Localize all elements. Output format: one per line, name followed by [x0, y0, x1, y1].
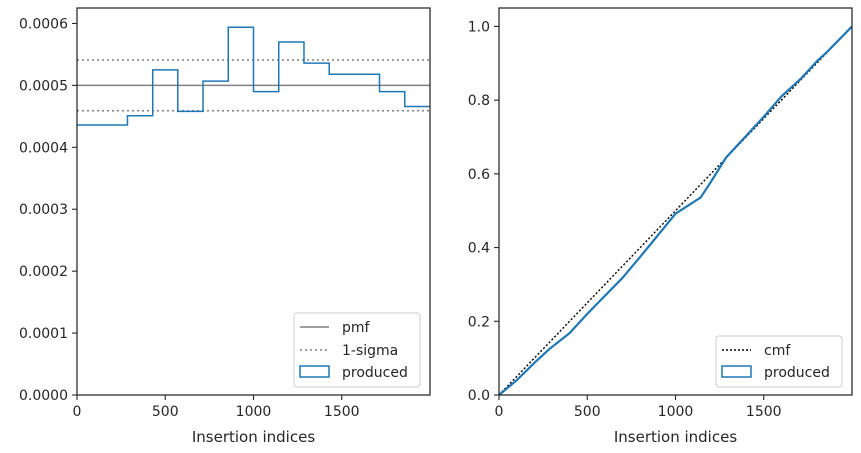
- produced-histogram: [77, 26, 430, 126]
- x-tick-label: 500: [574, 404, 601, 420]
- y-tick-label: 0.0002: [19, 264, 68, 280]
- left-axis-ticks: 0 500 1000 1500 0.0000 0.0001 0.0002 0.0003 0.00…: [19, 16, 360, 420]
- left-x-axis-label: Insertion indices: [192, 428, 315, 446]
- y-tick-label: 0.4: [468, 241, 490, 257]
- y-tick-label: 0.0003: [19, 202, 68, 218]
- x-tick-label: 0: [73, 404, 82, 420]
- x-tick-label: 0: [495, 404, 504, 420]
- x-tick-label: 1000: [236, 404, 272, 420]
- legend-sigma-label: 1-sigma: [342, 343, 398, 359]
- legend-cmf-label: cmf: [764, 343, 791, 359]
- right-chart-panel: 0 500 1000 1500 0.0 0.2 0.4 0.6 0.8 1.0 Insertion…: [468, 7, 853, 446]
- legend-pmf-label: pmf: [342, 320, 371, 336]
- right-plot-area: [499, 8, 852, 395]
- y-tick-label: 0.0005: [19, 78, 68, 94]
- y-tick-label: 0.0001: [19, 326, 68, 342]
- cmf-line: [498, 25, 853, 396]
- y-tick-label: 0.2: [468, 314, 490, 330]
- left-legend: pmf 1-sigma produced: [293, 312, 421, 388]
- x-tick-label: 500: [152, 404, 179, 420]
- legend-produced-label-left: produced: [342, 365, 408, 381]
- legend-produced-swatch-right: [721, 365, 752, 378]
- y-tick-label: 1.0: [468, 19, 490, 35]
- x-tick-label: 1000: [658, 404, 694, 420]
- legend-produced-swatch-left: [299, 365, 330, 378]
- legend-produced-label-right: produced: [764, 365, 830, 381]
- x-tick-label: 1500: [746, 404, 782, 420]
- left-chart-marks: [77, 26, 430, 126]
- produced-curve: [498, 25, 853, 396]
- y-tick-label: 0.6: [468, 167, 490, 183]
- right-axis-ticks: 0 500 1000 1500 0.0 0.2 0.4 0.6 0.8 1.0: [468, 19, 782, 420]
- right-x-axis-label: Insertion indices: [614, 428, 737, 446]
- left-legend-frame: [293, 312, 421, 388]
- right-chart-marks: [498, 25, 853, 396]
- right-legend-frame: [715, 335, 843, 388]
- y-tick-label: 0.0000: [19, 388, 68, 404]
- y-tick-label: 0.0004: [19, 140, 68, 156]
- x-tick-label: 1500: [324, 404, 360, 420]
- left-chart-panel: 0 500 1000 1500 0.0000 0.0001 0.0002 0.0003 0.00…: [19, 7, 431, 446]
- right-legend: cmf produced: [715, 335, 843, 388]
- y-tick-label: 0.0006: [19, 16, 68, 32]
- y-tick-label: 0.0: [468, 388, 490, 404]
- y-tick-label: 0.8: [468, 93, 490, 109]
